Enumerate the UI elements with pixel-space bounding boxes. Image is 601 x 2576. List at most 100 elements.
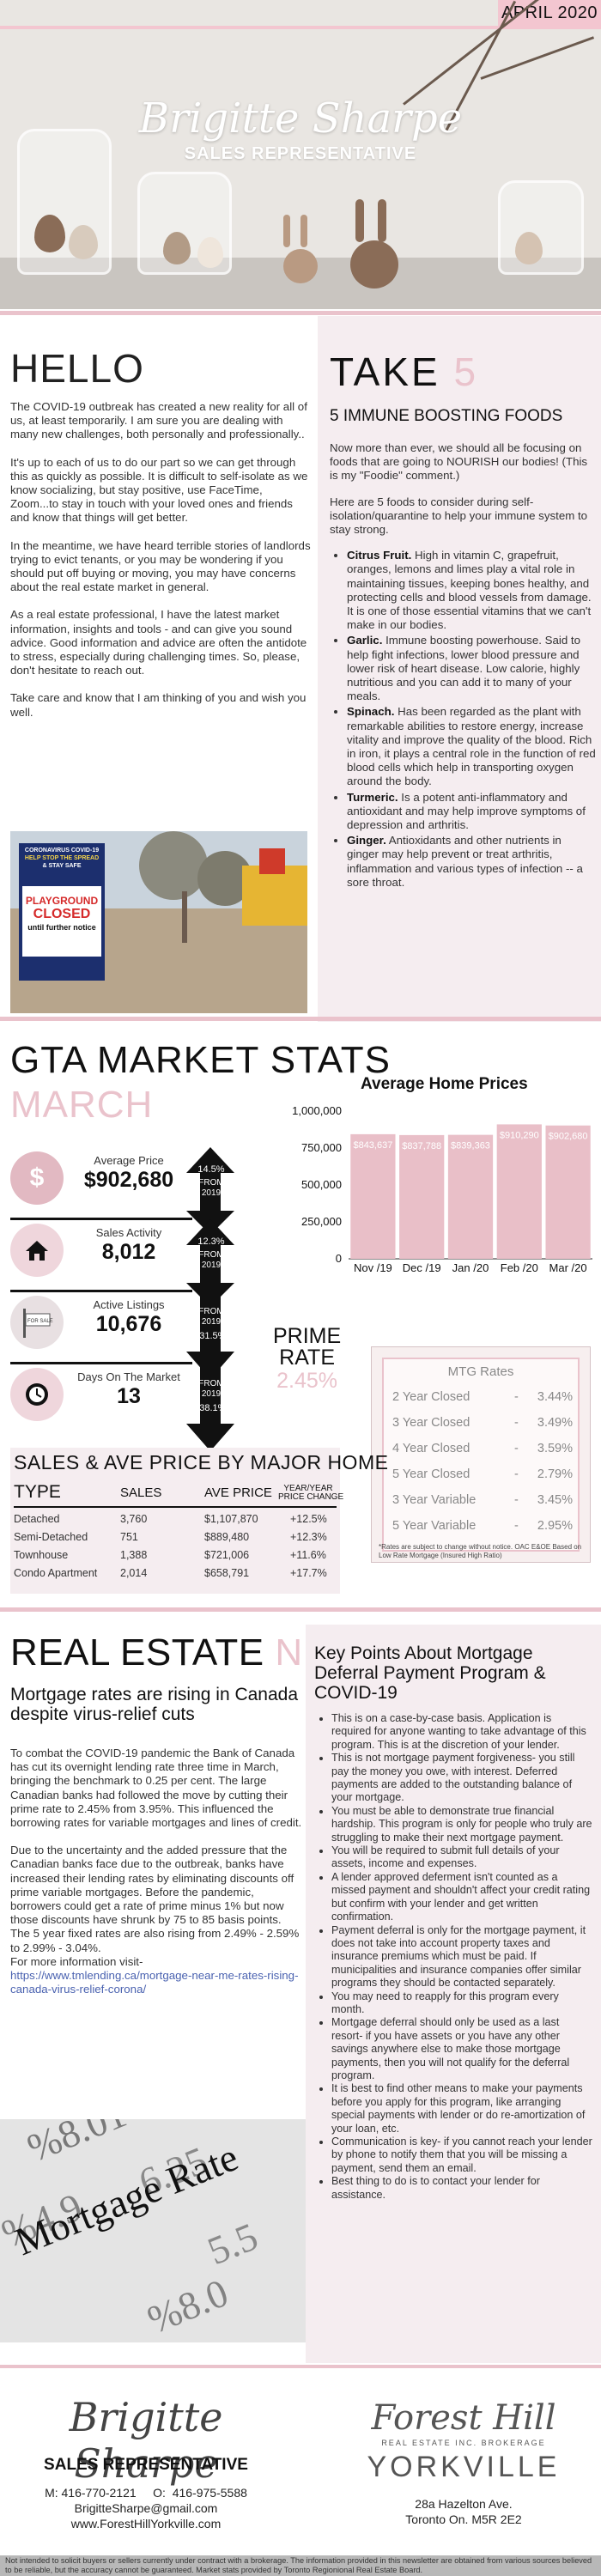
food-text: Immune boosting powerhouse. Said to help… [347,634,581,703]
deferral-point: It is best to find other means to make y… [331,2082,592,2136]
bar-data-label: $837,788 [402,1141,441,1151]
deferral-point: Mortgage deferral should only be used as… [331,2016,592,2082]
mtg-dash: - [514,1467,519,1481]
mtg-term: 3 Year Variable [392,1493,477,1507]
sign-line: until further notice [27,923,96,932]
deferral-point: A lender approved deferment isn't counte… [331,1871,592,1924]
mtg-dash: - [514,1416,519,1430]
stat-from-1: FROM [198,1379,224,1388]
mtg-footnote: *Rates are subject to change without not… [379,1543,582,1559]
x-tick-label: Nov /19 [354,1261,392,1273]
news-article-link[interactable]: https://www.tmlending.ca/mortgage-near-m… [10,1969,299,1996]
footer-contact: M: 416-770-2121 O: 416-975-5588 Brigitte… [0,2485,292,2531]
branch-decoration [480,36,595,80]
stat-from: FROM 2019 [194,1307,228,1327]
mtg-rate: 3.45% [537,1493,573,1507]
stat-average-price: $ Average Price $902,680 14.5% FROM 2019 [10,1147,268,1235]
col-header-sales: SALES [120,1485,162,1500]
take5-body: Now more than ever, we should all be foc… [330,441,596,891]
food-text: Is a potent anti-inflammatory and antiox… [347,790,586,832]
sign-line: & STAY SAFE [42,863,82,869]
chart-bar [447,1134,494,1259]
sign-closed-group: PLAYGROUND CLOSED until further notice [22,895,101,933]
egg-image [515,232,543,264]
food-item: Ginger. Antioxidants and other nutrients… [347,834,596,890]
news-body: To combat the COVID-19 pandemic the Bank… [10,1747,302,1996]
mtg-rate: 3.49% [537,1416,573,1430]
agent-name-script: Brigitte Sharpe [138,94,463,143]
deferral-points: This is on a case-by-case basis. Applica… [316,1712,592,2202]
stat-from-2: 2019 [201,1261,222,1270]
chart-bar [545,1125,591,1259]
stat-label: Average Price [94,1154,164,1167]
cell-type: Townhouse [14,1549,69,1561]
take5-title: TAKE 5 [330,349,478,395]
mtg-term: 5 Year Variable [392,1519,477,1533]
footer-agent-name: Brigitte Sharpe [69,2394,223,2487]
footer-agent-role: SALES REPRESENTATIVE [44,2456,248,2474]
bar-data-label: $902,680 [549,1132,588,1142]
chart-title: Average Home Prices [361,1075,528,1093]
egg-image [197,237,223,268]
footer: Brigitte Sharpe SALES REPRESENTATIVE M: … [0,2370,601,2550]
playground-closed-photo: CORONAVIRUS COVID-19 HELP STOP THE SPREA… [10,831,307,1013]
cell-price: $721,006 [204,1549,250,1561]
sales-table: SALES & AVE PRICE BY MAJOR HOME TYPE SAL… [10,1448,388,1594]
food-item: Citrus Fruit. High in vitamin C, grapefr… [347,549,596,632]
arrow-down-icon [186,1291,234,1379]
hello-paragraph: As a real estate professional, I have th… [10,608,307,677]
stat-from-1: FROM [198,1307,224,1316]
news-title-part-1: REAL ESTATE [10,1631,264,1674]
deferral-point: Communication is key- if you cannot reac… [331,2136,592,2175]
stat-change: 12.3% [197,1236,225,1247]
hello-paragraph: In the meantime, we have heard terrible … [10,538,311,594]
bar-data-label: $910,290 [500,1130,539,1140]
bar-data-label: $843,637 [353,1140,392,1151]
cell-sales: 3,760 [120,1513,148,1525]
mortgage-photo-drawing: %8.01 6.25 %4.9 5.5 %8.0 [0,2119,309,2342]
cell-type: Semi-Detached [14,1531,88,1543]
mtg-term: 4 Year Closed [392,1442,470,1455]
brokerage-location: YORKVILLE [367,2451,561,2483]
chart-bar [496,1124,542,1259]
mtg-rate: 3.59% [537,1442,573,1455]
y-tick-label: 750,000 [301,1141,342,1154]
food-list: Citrus Fruit. High in vitamin C, grapefr… [347,549,596,890]
brokerage-name: Forest Hill [371,2398,556,2438]
header-banner: APRIL 2020 Brigitte Sharpe SALES REPRESE… [0,0,601,309]
footer-email[interactable]: BrigitteSharpe@gmail.com [74,2501,218,2515]
cell-price: $658,791 [204,1567,250,1579]
stat-from: FROM 2019 [194,1250,228,1271]
food-item: Spinach. Has been regarded as the plant … [347,705,596,788]
food-item: Garlic. Immune boosting powerhouse. Said… [347,634,596,703]
deferral-point: You must be able to demonstrate true fin… [331,1805,592,1844]
y-tick-label: 500,000 [301,1178,342,1191]
mtg-rate-row: 3 Year Closed - 3.49% [392,1416,573,1430]
prime-label: PRIME [273,1324,342,1348]
sign-line: CLOSED [33,907,91,921]
y-tick-label: 0 [336,1252,342,1265]
x-tick-label: Mar /20 [549,1261,587,1273]
cell-type: Detached [14,1513,60,1525]
x-tick-label: Dec /19 [403,1261,441,1273]
y-tick-label: 1,000,000 [292,1104,342,1117]
hello-paragraph: It's up to each of us to do our part so … [10,455,308,525]
stat-label: Sales Activity [95,1226,162,1239]
food-text: Antioxidants and other nutrients in ging… [347,834,583,889]
chart-bar [350,1133,396,1259]
issue-month: APRIL 2020 [498,0,601,26]
address-line: 28a Hazelton Ave. [415,2497,513,2511]
playground-photo-drawing [10,831,307,1013]
stat-days-on-market: Days On The Market 13 FROM 2019 -38.1% [10,1364,268,1451]
stat-rule [10,1290,192,1292]
stat-value: $902,680 [83,1168,174,1192]
hello-paragraph: The COVID-19 outbreak has created a new … [10,400,307,441]
mtg-rate-row: 5 Year Closed - 2.79% [392,1467,573,1481]
stat-label: Days On The Market [77,1370,180,1383]
cell-change: +17.7% [290,1567,327,1579]
footer-website[interactable]: www.ForestHillYorkville.com [70,2517,222,2530]
stat-from-2: 2019 [201,1317,222,1327]
dollar-icon: $ [10,1151,64,1205]
chart-bar [399,1134,445,1259]
y-tick-label: 250,000 [301,1215,342,1228]
